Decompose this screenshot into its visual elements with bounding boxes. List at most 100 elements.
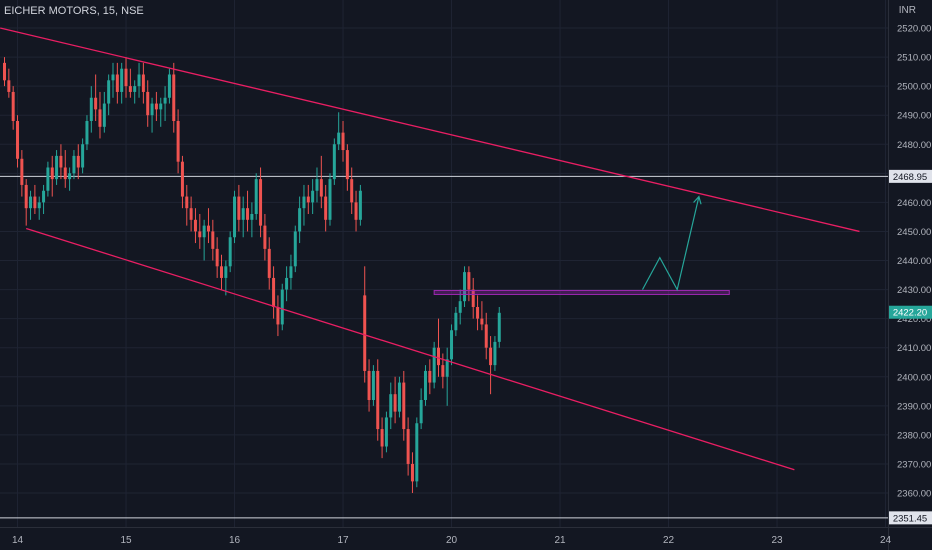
candle-body bbox=[159, 103, 163, 110]
candle-body bbox=[55, 155, 59, 180]
grid bbox=[0, 0, 888, 527]
candle-body bbox=[298, 208, 302, 232]
candle-body bbox=[432, 347, 436, 383]
x-tick-label: 16 bbox=[229, 535, 241, 546]
candle-body bbox=[380, 429, 384, 447]
candle-body bbox=[85, 121, 89, 145]
candle-body bbox=[493, 341, 497, 366]
candle-body bbox=[293, 231, 297, 267]
candle-body bbox=[3, 62, 6, 81]
candle-body bbox=[89, 97, 93, 121]
candle-body bbox=[272, 277, 276, 307]
y-tick-label: 2390.00 bbox=[897, 401, 931, 412]
y-tick-label: 2490.00 bbox=[897, 111, 931, 122]
candle-body bbox=[467, 272, 471, 290]
candle-body bbox=[63, 167, 67, 180]
candle-body bbox=[484, 324, 488, 348]
chart-title: EICHER MOTORS, 15, NSE bbox=[4, 5, 144, 17]
candle-body bbox=[193, 219, 197, 232]
candle-body bbox=[376, 370, 380, 430]
y-tick-label: 2420.00 bbox=[897, 314, 931, 325]
candle-body bbox=[7, 80, 11, 92]
candle-body bbox=[285, 277, 289, 290]
candle-body bbox=[124, 68, 128, 87]
candle-body bbox=[476, 307, 480, 319]
candle-body bbox=[410, 463, 414, 482]
candle-body bbox=[267, 248, 271, 278]
candle-body bbox=[76, 155, 80, 168]
candle-body bbox=[311, 190, 315, 203]
candle-body bbox=[450, 330, 454, 360]
candle-body bbox=[337, 132, 341, 145]
candle-body bbox=[371, 370, 375, 400]
candle-body bbox=[20, 158, 24, 185]
candle-body bbox=[228, 237, 232, 267]
candle-body bbox=[215, 248, 219, 267]
x-tick-label: 14 bbox=[12, 535, 24, 546]
candle-body bbox=[489, 347, 493, 366]
y-tick-label: 2430.00 bbox=[897, 285, 931, 296]
candle-body bbox=[384, 417, 388, 447]
candle-body bbox=[202, 225, 206, 238]
candle-body bbox=[211, 231, 215, 249]
y-tick-label: 2440.00 bbox=[897, 256, 931, 267]
horizontal-line-label: 2351.45 bbox=[893, 513, 927, 524]
last-price-label: 2422.20 bbox=[893, 308, 927, 319]
candle-body bbox=[441, 365, 445, 377]
candle-body bbox=[363, 295, 367, 371]
y-tick-label: 2370.00 bbox=[897, 459, 931, 470]
candle-body bbox=[497, 312, 501, 342]
candle-body bbox=[29, 196, 33, 209]
projection-arrowhead bbox=[693, 195, 702, 205]
candle-body bbox=[480, 318, 484, 325]
candle-body bbox=[94, 97, 98, 110]
candle-body bbox=[180, 161, 184, 197]
last-price-label-bg bbox=[889, 305, 932, 319]
candle-body bbox=[254, 179, 258, 214]
x-tick-label: 20 bbox=[446, 535, 458, 546]
candle-body bbox=[276, 307, 280, 325]
candle-body bbox=[345, 150, 349, 180]
candle-body bbox=[111, 74, 115, 81]
candle-body bbox=[163, 97, 167, 104]
candle-body bbox=[445, 359, 449, 377]
candle-body bbox=[237, 196, 241, 220]
horizontal-line-label-bg bbox=[889, 169, 932, 183]
candle-body bbox=[246, 208, 250, 220]
candle-body bbox=[428, 370, 432, 383]
candle-body bbox=[250, 214, 254, 220]
candle-body bbox=[280, 289, 284, 325]
y-tick-label: 2400.00 bbox=[897, 372, 931, 383]
horizontal-line-label-bg bbox=[889, 511, 932, 525]
candle-body bbox=[289, 266, 293, 278]
candle-body bbox=[437, 347, 440, 366]
y-tick-label: 2510.00 bbox=[897, 53, 931, 64]
candle-body bbox=[350, 179, 354, 203]
candle-body bbox=[463, 272, 467, 302]
projection-path bbox=[641, 196, 700, 292]
candle-body bbox=[358, 190, 362, 220]
candle-body bbox=[11, 91, 15, 121]
candle-body bbox=[406, 429, 410, 464]
candle-body bbox=[341, 132, 345, 151]
candle-body bbox=[332, 144, 336, 180]
candle-body bbox=[102, 103, 106, 127]
candle-body bbox=[402, 382, 406, 430]
drawings-front[interactable] bbox=[0, 27, 860, 471]
candle-body bbox=[206, 225, 210, 232]
horizontal-line-label: 2468.95 bbox=[893, 172, 927, 183]
channel-upper-line bbox=[0, 27, 860, 233]
candle-body bbox=[98, 109, 102, 127]
x-tick-label: 22 bbox=[663, 535, 675, 546]
candle-body bbox=[59, 155, 63, 168]
candle-body bbox=[68, 173, 72, 180]
candle-body bbox=[454, 312, 458, 331]
candle-body bbox=[167, 74, 171, 98]
candle-body bbox=[328, 179, 332, 220]
candle-body bbox=[128, 86, 132, 92]
candle-body bbox=[176, 121, 180, 162]
resistance-zone bbox=[433, 289, 730, 295]
candle-body bbox=[220, 266, 223, 278]
